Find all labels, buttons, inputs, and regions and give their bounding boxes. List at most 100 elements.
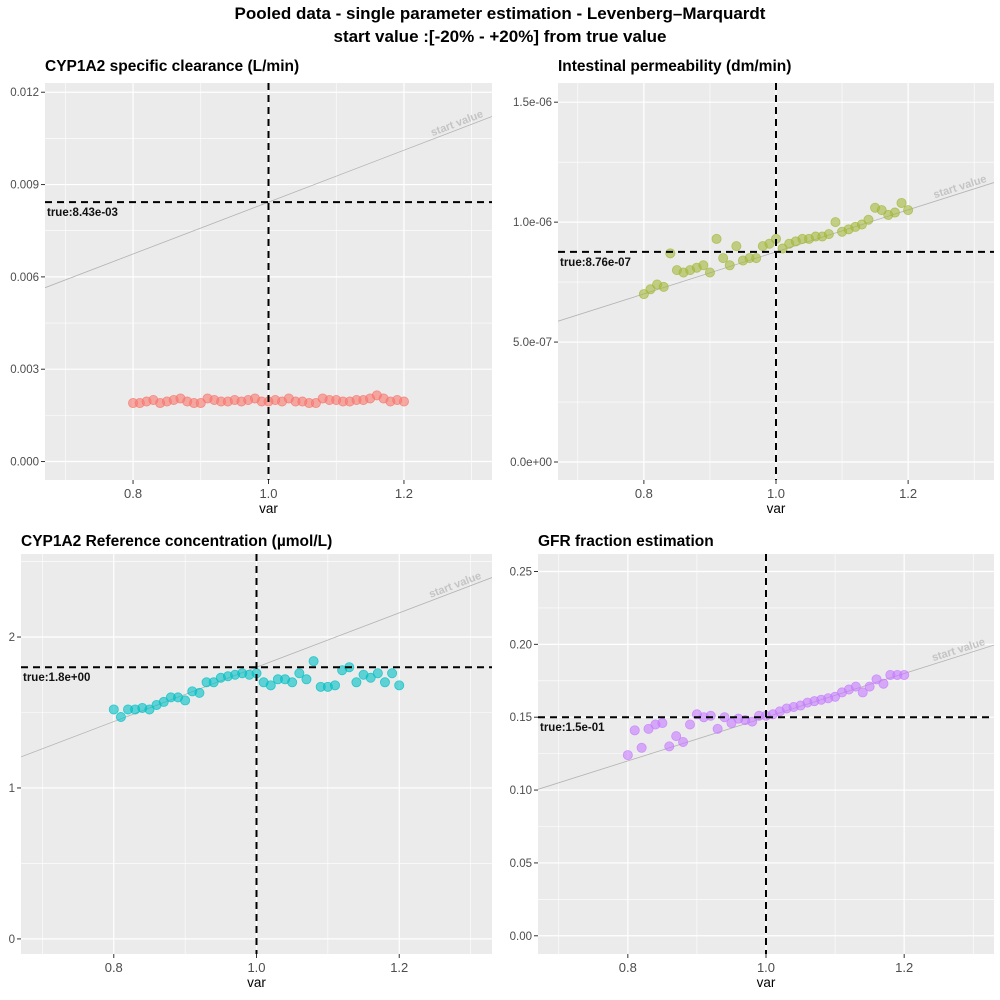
data-point (896, 197, 907, 208)
data-point (372, 668, 383, 679)
data-point (718, 253, 729, 264)
data-point (711, 233, 722, 244)
x-tick-label: 0.8 (635, 486, 653, 501)
data-point (398, 396, 409, 407)
data-point (108, 704, 119, 715)
panel-title: CYP1A2 Reference concentration (µmol/L) (21, 533, 332, 550)
x-axis-label: var (757, 975, 776, 990)
data-point (698, 260, 709, 271)
x-tick-label: 1.2 (390, 960, 408, 975)
y-tick-label: 2 (9, 632, 15, 644)
y-tick-label: 0.012 (10, 87, 39, 99)
data-point (705, 710, 716, 721)
data-point (379, 677, 390, 688)
data-point (850, 681, 861, 692)
data-point (329, 680, 340, 691)
data-point (899, 669, 910, 680)
panel-gfr-fraction: start valuetrue:1.5e-010.000.050.100.150… (510, 533, 994, 990)
data-point (864, 681, 875, 692)
x-tick-label: 1.0 (259, 486, 277, 501)
x-tick-label: 0.8 (619, 960, 637, 975)
y-tick-label: 5.0e-07 (513, 337, 552, 349)
data-point (704, 267, 715, 278)
figure-title-line1: Pooled data - single parameter estimatio… (234, 4, 766, 23)
data-point (830, 217, 841, 228)
x-tick-label: 1.0 (767, 486, 785, 501)
data-point (903, 205, 914, 216)
data-point (724, 260, 735, 271)
x-axis-label: var (767, 501, 786, 516)
x-tick-label: 0.8 (124, 486, 142, 501)
x-tick-label: 1.2 (899, 486, 917, 501)
data-point (685, 719, 696, 730)
y-tick-label: 1.5e-06 (513, 97, 552, 109)
data-point (747, 716, 758, 727)
y-tick-label: 0.0e+00 (510, 457, 552, 469)
data-point (208, 677, 219, 688)
data-point (636, 742, 647, 753)
data-point (751, 253, 762, 264)
data-point (310, 398, 321, 409)
data-point (664, 741, 675, 752)
data-point (158, 696, 169, 707)
data-point (629, 725, 640, 736)
data-point (308, 656, 319, 667)
panel-title: Intestinal permeability (dm/min) (558, 58, 791, 75)
panel-cyp1a2-clearance: start valuetrue:8.43e-030.0000.0030.0060… (10, 58, 492, 516)
panel-title: CYP1A2 specific clearance (L/min) (45, 58, 299, 75)
y-tick-label: 0.15 (510, 712, 532, 724)
data-point (144, 704, 155, 715)
data-point (823, 229, 834, 240)
true-value-label: true:8.76e-07 (560, 257, 631, 269)
panel-title: GFR fraction estimation (538, 533, 714, 550)
y-tick-label: 0.000 (10, 457, 39, 469)
data-point (265, 680, 276, 691)
data-point (301, 674, 312, 685)
y-tick-label: 0.05 (510, 858, 532, 870)
data-point (712, 723, 723, 734)
x-tick-label: 1.0 (757, 960, 775, 975)
start-value-line (45, 116, 492, 289)
data-point (365, 672, 376, 683)
data-point (351, 677, 362, 688)
x-axis-label: var (259, 501, 278, 516)
plot-area: start value (558, 83, 994, 480)
x-tick-label: 0.8 (105, 960, 123, 975)
data-point (287, 677, 298, 688)
data-point (889, 207, 900, 218)
true-value-label: true:8.43e-03 (47, 207, 118, 219)
data-point (857, 687, 868, 698)
data-point (863, 214, 874, 225)
y-tick-label: 0.20 (510, 639, 532, 651)
x-tick-label: 1.2 (395, 486, 413, 501)
y-tick-label: 0.25 (510, 566, 532, 578)
x-axis-label: var (247, 975, 266, 990)
true-value-label: true:1.5e-01 (540, 722, 605, 734)
y-tick-label: 1 (9, 783, 15, 795)
data-point (678, 736, 689, 747)
data-point (294, 668, 305, 679)
y-tick-label: 1.0e-06 (513, 217, 552, 229)
data-point (195, 398, 206, 409)
data-point (731, 241, 742, 252)
y-tick-label: 0 (9, 934, 15, 946)
data-point (622, 750, 633, 761)
x-tick-label: 1.2 (895, 960, 913, 975)
y-tick-label: 0.006 (10, 272, 39, 284)
y-tick-label: 0.003 (10, 364, 39, 376)
figure-title-line2: start value :[-20% - +20%] from true val… (333, 27, 667, 46)
data-point (657, 718, 668, 729)
data-point (394, 680, 405, 691)
true-value-label: true:1.8e+00 (23, 672, 90, 684)
data-point (658, 281, 669, 292)
data-point (387, 668, 398, 679)
data-point (194, 687, 205, 698)
data-point (665, 248, 676, 259)
data-point (180, 695, 191, 706)
x-tick-label: 1.0 (247, 960, 265, 975)
y-tick-label: 0.009 (10, 180, 39, 192)
y-tick-label: 0.00 (510, 931, 532, 943)
